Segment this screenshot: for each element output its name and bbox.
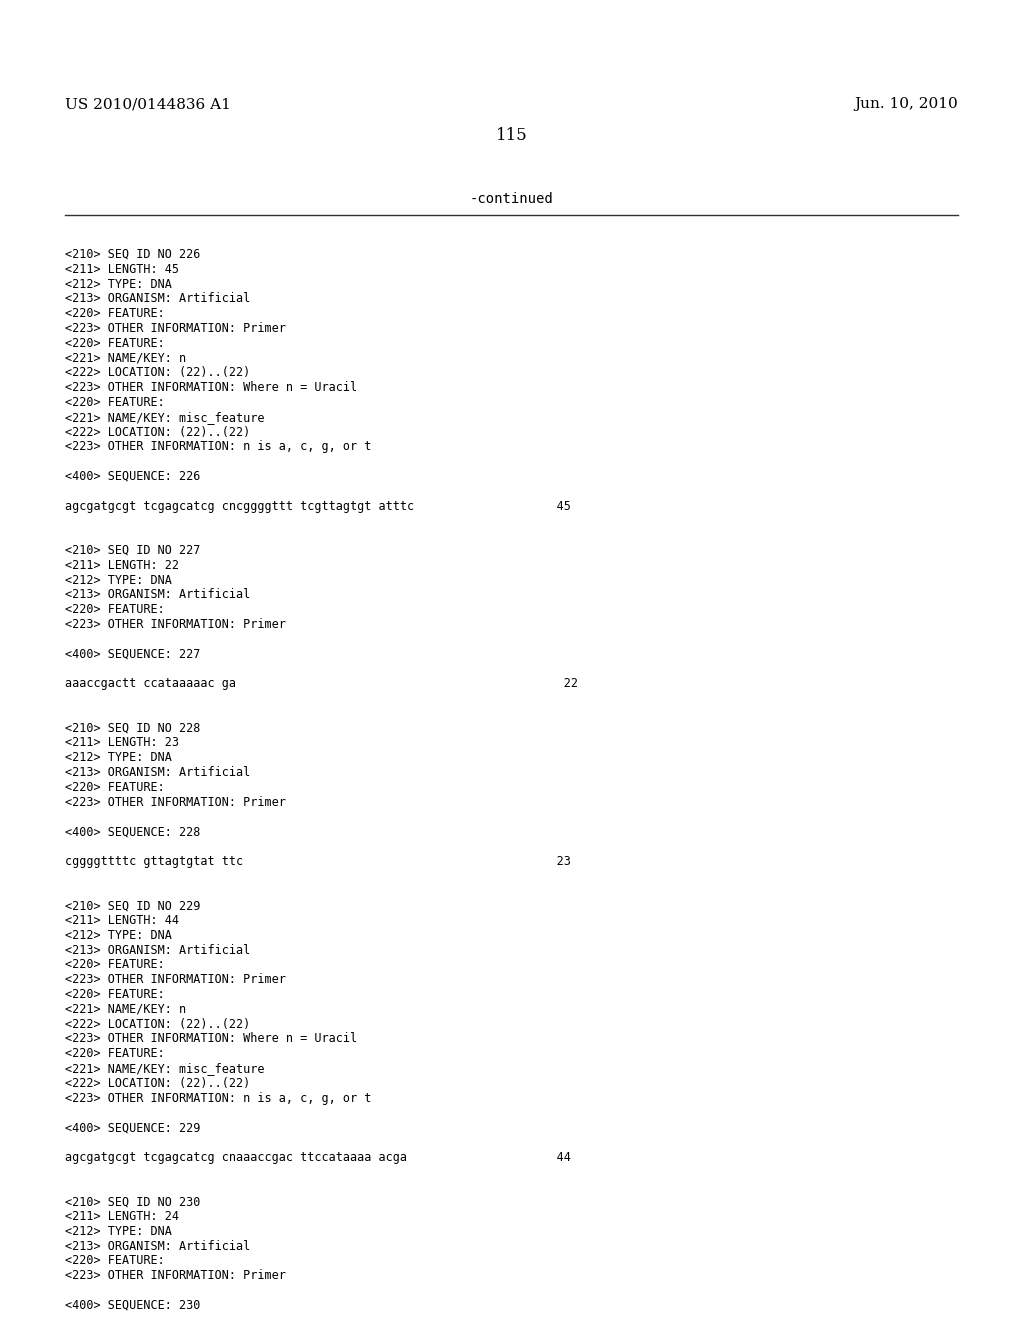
Text: agcgatgcgt tcgagcatcg cnaaaccgac ttccataaaa acga                     44: agcgatgcgt tcgagcatcg cnaaaccgac ttccata… (65, 1151, 570, 1164)
Text: <400> SEQUENCE: 226: <400> SEQUENCE: 226 (65, 470, 201, 483)
Text: <220> FEATURE:: <220> FEATURE: (65, 958, 165, 972)
Text: <221> NAME/KEY: misc_feature: <221> NAME/KEY: misc_feature (65, 411, 264, 424)
Text: <211> LENGTH: 23: <211> LENGTH: 23 (65, 737, 179, 750)
Text: <220> FEATURE:: <220> FEATURE: (65, 781, 165, 793)
Text: <222> LOCATION: (22)..(22): <222> LOCATION: (22)..(22) (65, 1077, 250, 1090)
Text: <222> LOCATION: (22)..(22): <222> LOCATION: (22)..(22) (65, 367, 250, 379)
Text: US 2010/0144836 A1: US 2010/0144836 A1 (65, 96, 230, 111)
Text: <213> ORGANISM: Artificial: <213> ORGANISM: Artificial (65, 1239, 250, 1253)
Text: <210> SEQ ID NO 229: <210> SEQ ID NO 229 (65, 899, 201, 912)
Text: 115: 115 (496, 127, 528, 144)
Text: <220> FEATURE:: <220> FEATURE: (65, 308, 165, 321)
Text: <220> FEATURE:: <220> FEATURE: (65, 337, 165, 350)
Text: <211> LENGTH: 44: <211> LENGTH: 44 (65, 913, 179, 927)
Text: <223> OTHER INFORMATION: Primer: <223> OTHER INFORMATION: Primer (65, 322, 286, 335)
Text: <212> TYPE: DNA: <212> TYPE: DNA (65, 574, 172, 586)
Text: <220> FEATURE:: <220> FEATURE: (65, 396, 165, 409)
Text: <221> NAME/KEY: n: <221> NAME/KEY: n (65, 351, 186, 364)
Text: <400> SEQUENCE: 230: <400> SEQUENCE: 230 (65, 1299, 201, 1312)
Text: <210> SEQ ID NO 226: <210> SEQ ID NO 226 (65, 248, 201, 261)
Text: <212> TYPE: DNA: <212> TYPE: DNA (65, 1225, 172, 1238)
Text: <400> SEQUENCE: 229: <400> SEQUENCE: 229 (65, 1121, 201, 1134)
Text: <221> NAME/KEY: misc_feature: <221> NAME/KEY: misc_feature (65, 1063, 264, 1074)
Text: <213> ORGANISM: Artificial: <213> ORGANISM: Artificial (65, 944, 250, 957)
Text: <211> LENGTH: 22: <211> LENGTH: 22 (65, 558, 179, 572)
Text: aaaccgactt ccataaaaac ga                                              22: aaaccgactt ccataaaaac ga 22 (65, 677, 578, 690)
Text: <223> OTHER INFORMATION: n is a, c, g, or t: <223> OTHER INFORMATION: n is a, c, g, o… (65, 1092, 372, 1105)
Text: cggggttttc gttagtgtat ttc                                            23: cggggttttc gttagtgtat ttc 23 (65, 855, 570, 867)
Text: Jun. 10, 2010: Jun. 10, 2010 (854, 96, 958, 111)
Text: <223> OTHER INFORMATION: n is a, c, g, or t: <223> OTHER INFORMATION: n is a, c, g, o… (65, 441, 372, 453)
Text: <220> FEATURE:: <220> FEATURE: (65, 1047, 165, 1060)
Text: <222> LOCATION: (22)..(22): <222> LOCATION: (22)..(22) (65, 425, 250, 438)
Text: <222> LOCATION: (22)..(22): <222> LOCATION: (22)..(22) (65, 1018, 250, 1031)
Text: <210> SEQ ID NO 227: <210> SEQ ID NO 227 (65, 544, 201, 557)
Text: <213> ORGANISM: Artificial: <213> ORGANISM: Artificial (65, 766, 250, 779)
Text: <400> SEQUENCE: 227: <400> SEQUENCE: 227 (65, 648, 201, 660)
Text: <210> SEQ ID NO 228: <210> SEQ ID NO 228 (65, 722, 201, 735)
Text: <400> SEQUENCE: 228: <400> SEQUENCE: 228 (65, 825, 201, 838)
Text: <223> OTHER INFORMATION: Primer: <223> OTHER INFORMATION: Primer (65, 973, 286, 986)
Text: <223> OTHER INFORMATION: Primer: <223> OTHER INFORMATION: Primer (65, 1270, 286, 1282)
Text: <213> ORGANISM: Artificial: <213> ORGANISM: Artificial (65, 293, 250, 305)
Text: <212> TYPE: DNA: <212> TYPE: DNA (65, 277, 172, 290)
Text: <211> LENGTH: 45: <211> LENGTH: 45 (65, 263, 179, 276)
Text: <211> LENGTH: 24: <211> LENGTH: 24 (65, 1210, 179, 1224)
Text: <220> FEATURE:: <220> FEATURE: (65, 987, 165, 1001)
Text: <220> FEATURE:: <220> FEATURE: (65, 1254, 165, 1267)
Text: <210> SEQ ID NO 230: <210> SEQ ID NO 230 (65, 1195, 201, 1208)
Text: agcgatgcgt tcgagcatcg cncggggttt tcgttagtgt atttc                    45: agcgatgcgt tcgagcatcg cncggggttt tcgttag… (65, 499, 570, 512)
Text: <223> OTHER INFORMATION: Where n = Uracil: <223> OTHER INFORMATION: Where n = Uraci… (65, 1032, 357, 1045)
Text: <220> FEATURE:: <220> FEATURE: (65, 603, 165, 616)
Text: <213> ORGANISM: Artificial: <213> ORGANISM: Artificial (65, 589, 250, 602)
Text: <212> TYPE: DNA: <212> TYPE: DNA (65, 751, 172, 764)
Text: <223> OTHER INFORMATION: Primer: <223> OTHER INFORMATION: Primer (65, 796, 286, 809)
Text: <223> OTHER INFORMATION: Primer: <223> OTHER INFORMATION: Primer (65, 618, 286, 631)
Text: -continued: -continued (470, 191, 554, 206)
Text: <221> NAME/KEY: n: <221> NAME/KEY: n (65, 1003, 186, 1016)
Text: <223> OTHER INFORMATION: Where n = Uracil: <223> OTHER INFORMATION: Where n = Uraci… (65, 381, 357, 395)
Text: <212> TYPE: DNA: <212> TYPE: DNA (65, 929, 172, 941)
